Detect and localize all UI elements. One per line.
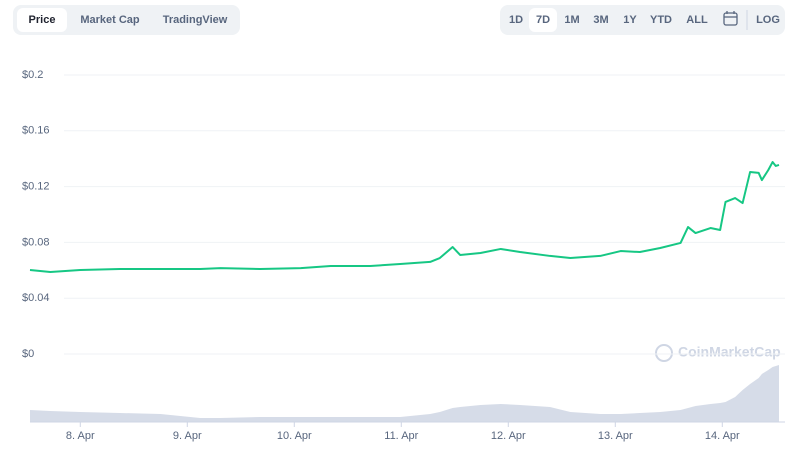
x-tick-label: 12. Apr [491,430,526,442]
x-tick-label: 9. Apr [173,430,202,442]
tab[interactable]: Price [29,14,56,26]
y-tick-label: $0.16 [22,125,50,137]
active-tab [17,8,67,32]
y-tick-label: $0.08 [22,236,50,248]
active-range [529,8,557,32]
x-tick-label: 8. Apr [66,430,95,442]
range-button[interactable]: 1M [564,14,579,26]
range-button[interactable]: 3M [593,14,608,26]
calendar-icon[interactable] [723,11,738,26]
range-group [500,5,785,35]
range-button[interactable]: 1Y [623,14,637,26]
x-tick-label: 13. Apr [598,430,633,442]
y-tick-label: $0.12 [22,181,50,193]
tab[interactable]: TradingView [163,14,228,26]
log-button[interactable]: LOG [756,14,780,26]
x-tick-label: 14. Apr [705,430,740,442]
range-button[interactable]: ALL [686,14,708,26]
range-button[interactable]: 1D [509,14,523,26]
x-tick-label: 10. Apr [277,430,312,442]
watermark: CoinMarketCap [655,344,781,362]
watermark-text: CoinMarketCap [678,344,781,360]
tab[interactable]: Market Cap [80,14,140,26]
volume-area [30,365,779,422]
y-tick-label: $0.2 [22,69,43,81]
y-tick-label: $0 [22,348,34,360]
range-button[interactable]: YTD [650,14,672,26]
y-tick-label: $0.04 [22,292,50,304]
range-button[interactable]: 7D [536,14,550,26]
x-tick-label: 11. Apr [384,430,418,442]
tab-group [13,5,240,35]
price-line [29,161,780,273]
